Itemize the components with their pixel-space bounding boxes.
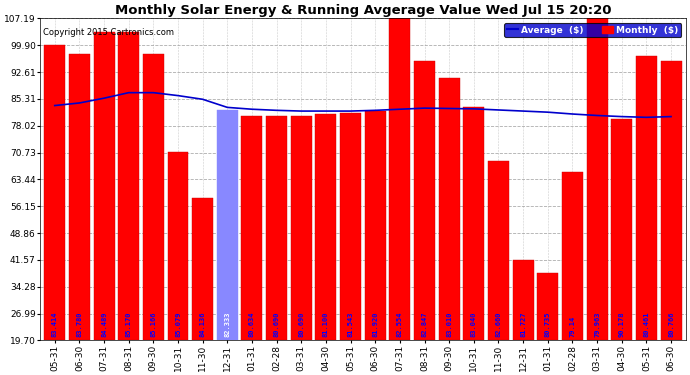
Bar [365, 111, 386, 340]
Bar [241, 116, 262, 340]
Text: 80.690: 80.690 [274, 312, 279, 338]
Legend: Average  ($), Monthly  ($): Average ($), Monthly ($) [504, 23, 681, 37]
Title: Monthly Solar Energy & Running Avgerage Value Wed Jul 15 20:20: Monthly Solar Energy & Running Avgerage … [115, 4, 611, 17]
Text: 85.079: 85.079 [175, 312, 181, 338]
Bar [94, 32, 115, 340]
Text: 80.461: 80.461 [643, 312, 649, 338]
Bar [266, 116, 287, 340]
Bar [562, 172, 583, 340]
Text: 81.920: 81.920 [372, 312, 378, 338]
Text: 85.166: 85.166 [150, 312, 157, 338]
Bar [538, 273, 558, 340]
Text: 83.780: 83.780 [77, 312, 82, 338]
Text: 82.554: 82.554 [397, 312, 403, 338]
Bar [290, 116, 312, 340]
Text: 84.489: 84.489 [101, 312, 107, 338]
Text: 82.847: 82.847 [422, 312, 428, 338]
Bar [439, 78, 460, 340]
Text: 82.333: 82.333 [224, 312, 230, 338]
Bar [315, 114, 337, 340]
Bar [464, 107, 484, 340]
Text: 90.178: 90.178 [619, 312, 624, 338]
Bar [389, 18, 411, 340]
Bar [143, 54, 164, 340]
Text: Copyright 2015 Cartronics.com: Copyright 2015 Cartronics.com [43, 28, 174, 37]
Bar [44, 45, 66, 340]
Text: 82.660: 82.660 [495, 312, 502, 338]
Text: 80.735: 80.735 [545, 312, 551, 338]
Bar [488, 161, 509, 340]
Text: 80.690: 80.690 [298, 312, 304, 338]
Bar [217, 110, 238, 340]
Bar [611, 118, 632, 340]
Bar [513, 260, 533, 340]
Text: 83.010: 83.010 [446, 312, 452, 338]
Text: 83.414: 83.414 [52, 312, 58, 338]
Text: 83.040: 83.040 [471, 312, 477, 338]
Bar [586, 18, 608, 340]
Text: 81.543: 81.543 [348, 312, 353, 338]
Text: 79.963: 79.963 [594, 312, 600, 338]
Bar [69, 54, 90, 340]
Text: 85.170: 85.170 [126, 312, 132, 338]
Bar [193, 198, 213, 340]
Bar [660, 62, 682, 340]
Bar [340, 113, 361, 340]
Bar [168, 152, 188, 340]
Text: 81.727: 81.727 [520, 312, 526, 338]
Text: 80.634: 80.634 [249, 312, 255, 338]
Text: 81.100: 81.100 [323, 312, 329, 338]
Bar [118, 32, 139, 340]
Text: 79.14: 79.14 [569, 316, 575, 338]
Text: 80.766: 80.766 [668, 312, 674, 338]
Bar [636, 56, 657, 340]
Bar [414, 62, 435, 340]
Text: 84.136: 84.136 [199, 312, 206, 338]
